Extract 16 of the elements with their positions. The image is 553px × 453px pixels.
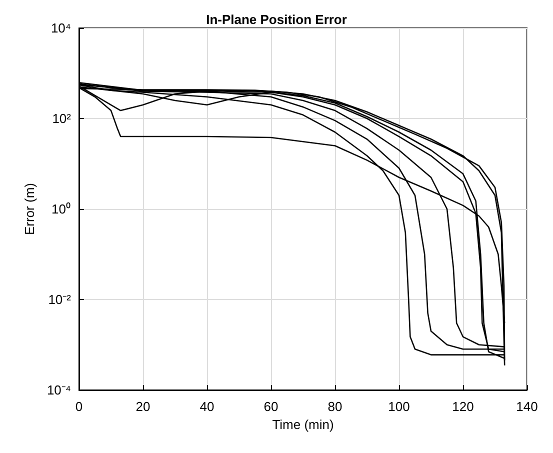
x-tick-label: 20 [136, 399, 150, 414]
y-tick-label: 10² [52, 111, 72, 126]
x-tick-label: 100 [388, 399, 410, 414]
y-axis-title: Error (m) [22, 183, 38, 235]
x-tick-label: 0 [75, 399, 83, 414]
x-tick-label: 80 [328, 399, 342, 414]
y-tick-label: 10⁻² [48, 292, 72, 307]
x-tick-label: 40 [200, 399, 214, 414]
x-tick-label: 140 [516, 399, 538, 414]
y-tick-label: 10⁻⁴ [46, 382, 71, 398]
x-axis-title: Time (min) [272, 416, 334, 432]
chart-title: In-Plane Position Error [206, 12, 347, 27]
y-tick-label: 10⁴ [50, 20, 71, 36]
x-tick-label: 60 [264, 399, 278, 414]
y-tick-label: 10⁰ [52, 202, 71, 216]
x-tick-label: 120 [452, 399, 474, 414]
